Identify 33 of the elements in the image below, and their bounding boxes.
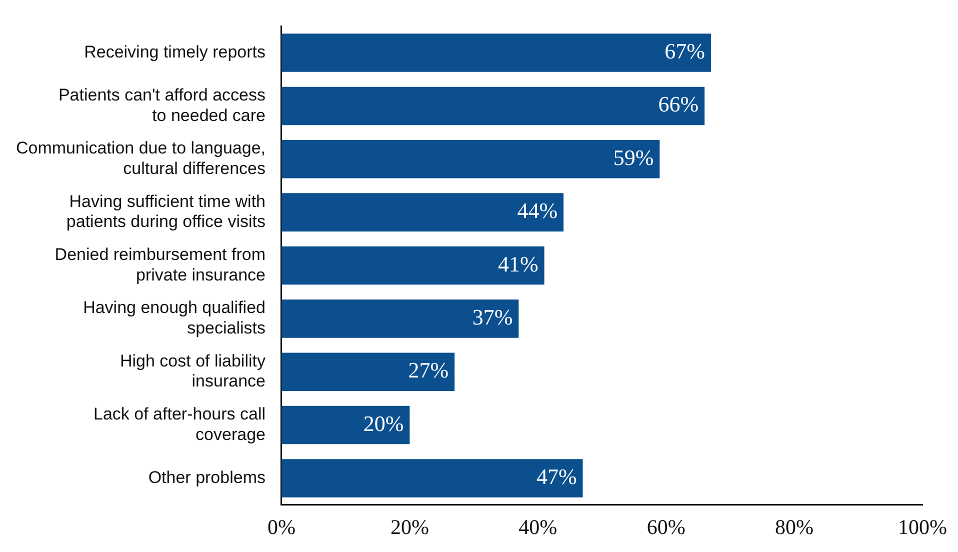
y-tick-label: High cost of liability insurance (120, 351, 266, 391)
bar (281, 459, 583, 498)
y-tick-label: Lack of after-hours call coverage (94, 404, 266, 444)
x-tick-label: 40% (518, 514, 558, 539)
data-label: 44% (517, 198, 558, 224)
bar (281, 246, 544, 285)
data-label: 66% (658, 92, 699, 117)
y-tick-label: Patients can't afford access to needed care (58, 85, 266, 125)
bar (281, 193, 564, 232)
data-label: 67% (664, 38, 705, 64)
y-tick-label: Having enough qualified specialists (83, 298, 266, 338)
bar (281, 34, 711, 72)
x-tick-label: 100% (898, 514, 948, 539)
data-label: 27% (408, 358, 449, 383)
data-label: 59% (613, 144, 654, 170)
y-tick-label: Having sufficient time with patients during office visits (66, 192, 266, 232)
bar (281, 86, 705, 126)
bar (281, 140, 660, 178)
y-tick-label: Denied reimbursement from private insurance (54, 244, 266, 284)
bar (281, 406, 410, 444)
data-label: 41% (498, 251, 538, 276)
y-tick-label: Communication due to language, cultural differences (16, 138, 266, 178)
data-label: 20% (363, 410, 404, 436)
bar (281, 300, 519, 338)
bar (281, 352, 455, 391)
y-tick-label: Other problems (148, 468, 266, 487)
data-label: 47% (536, 464, 577, 489)
data-label: 37% (472, 304, 513, 330)
x-tick-label: 80% (775, 514, 814, 539)
x-tick-label: 0% (267, 514, 296, 539)
x-tick-label: 60% (646, 514, 686, 539)
y-tick-label: Receiving timely reports (84, 42, 266, 62)
x-tick-label: 20% (390, 514, 429, 539)
